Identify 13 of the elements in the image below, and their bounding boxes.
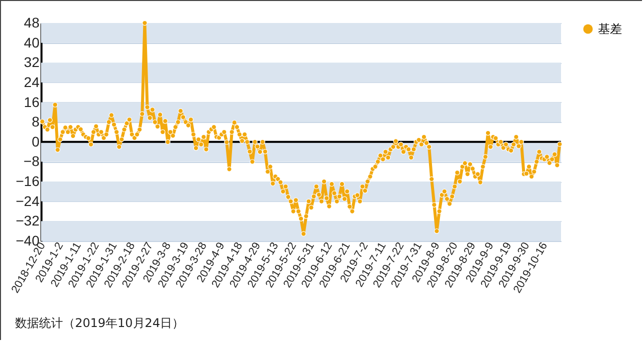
y-tick-label: 16 xyxy=(24,94,40,110)
y-tick-label: −24 xyxy=(16,192,40,209)
y-tick-label: 48 xyxy=(24,14,40,30)
y-tick-label: 32 xyxy=(24,54,40,70)
y-tick-label: −8 xyxy=(24,153,40,170)
y-tick-label: 24 xyxy=(24,74,40,90)
y-tick-label: 40 xyxy=(24,34,40,50)
y-tick-label: 8 xyxy=(32,114,40,130)
y-tick-label: 0 xyxy=(32,133,40,150)
y-tick-label: −16 xyxy=(16,173,40,190)
legend-label: 基差 xyxy=(598,22,622,36)
y-tick-label: −32 xyxy=(16,212,40,229)
text: 数据统计（2019年10月24日） xyxy=(15,315,184,332)
